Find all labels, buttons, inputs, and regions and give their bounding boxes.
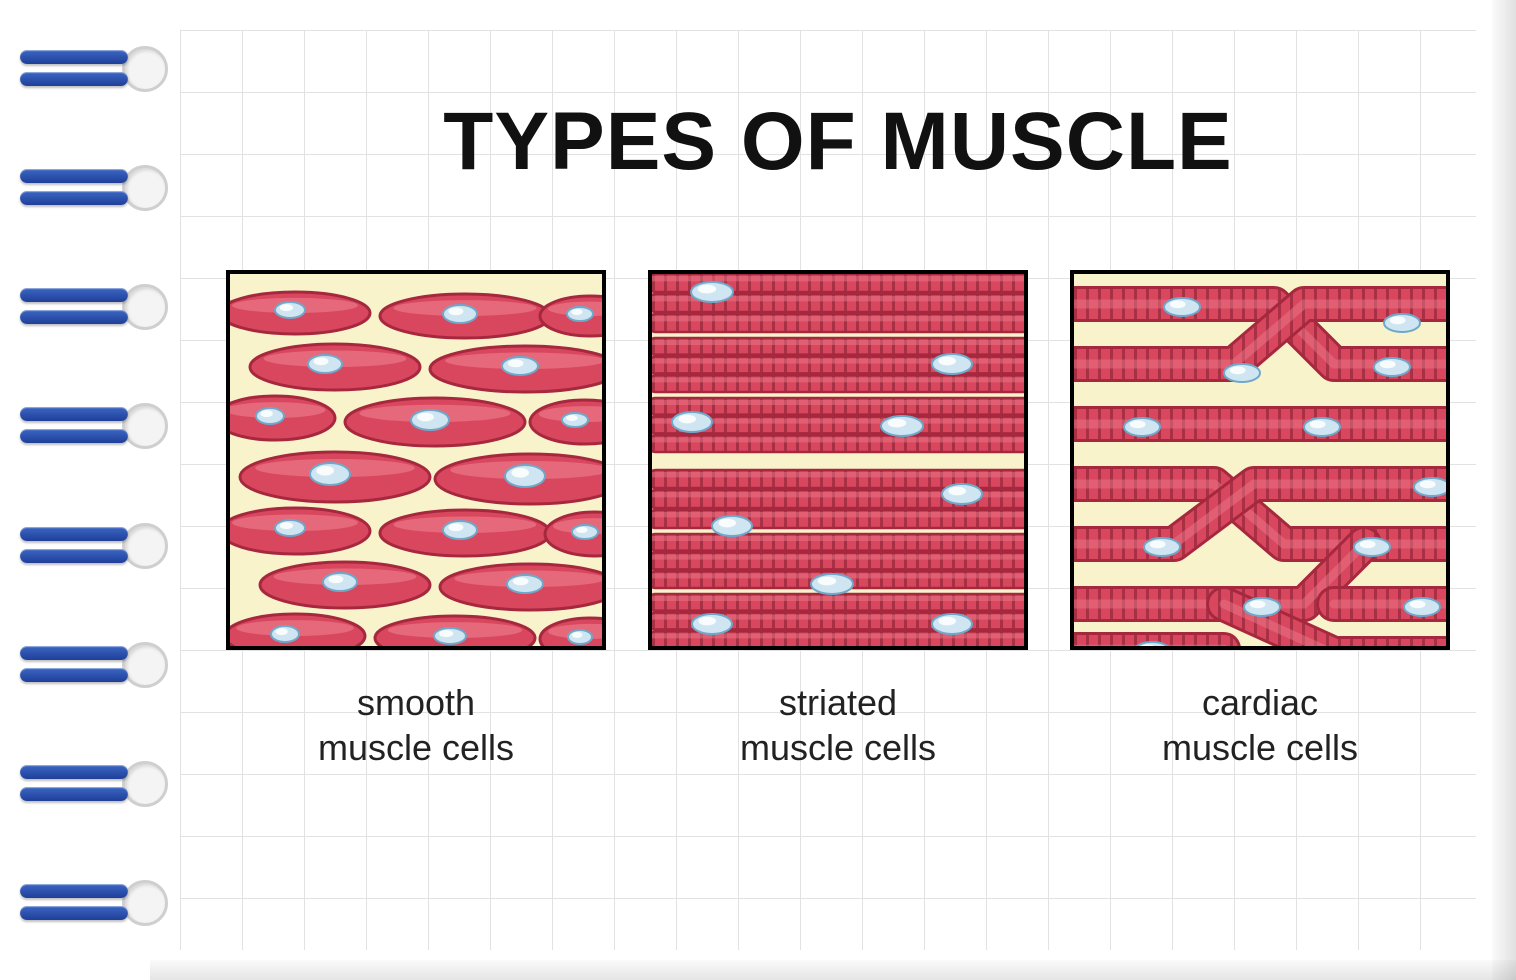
panels-row: smooth muscle cells striated muscle cells… <box>220 270 1456 770</box>
page-right-shadow <box>1492 0 1516 980</box>
caption-striated: striated muscle cells <box>740 680 936 770</box>
page-title: TYPES OF MUSCLE <box>220 95 1456 189</box>
diagram-cardiac <box>1070 270 1450 650</box>
spiral-ring <box>20 278 170 334</box>
panel-striated: striated muscle cells <box>642 270 1034 770</box>
spiral-ring <box>20 874 170 930</box>
spiral-ring <box>20 636 170 692</box>
spiral-ring <box>20 397 170 453</box>
spiral-binding <box>20 30 170 950</box>
diagram-smooth <box>226 270 606 650</box>
panel-cardiac: cardiac muscle cells <box>1064 270 1456 770</box>
spiral-ring <box>20 40 170 96</box>
caption-smooth: smooth muscle cells <box>318 680 514 770</box>
spiral-ring <box>20 517 170 573</box>
caption-cardiac: cardiac muscle cells <box>1162 680 1358 770</box>
notebook-page: TYPES OF MUSCLE smooth muscle cells stria… <box>0 0 1516 980</box>
diagram-striated <box>648 270 1028 650</box>
spiral-ring <box>20 159 170 215</box>
panel-smooth: smooth muscle cells <box>220 270 612 770</box>
page-bottom-shadow <box>150 960 1516 980</box>
spiral-ring <box>20 755 170 811</box>
